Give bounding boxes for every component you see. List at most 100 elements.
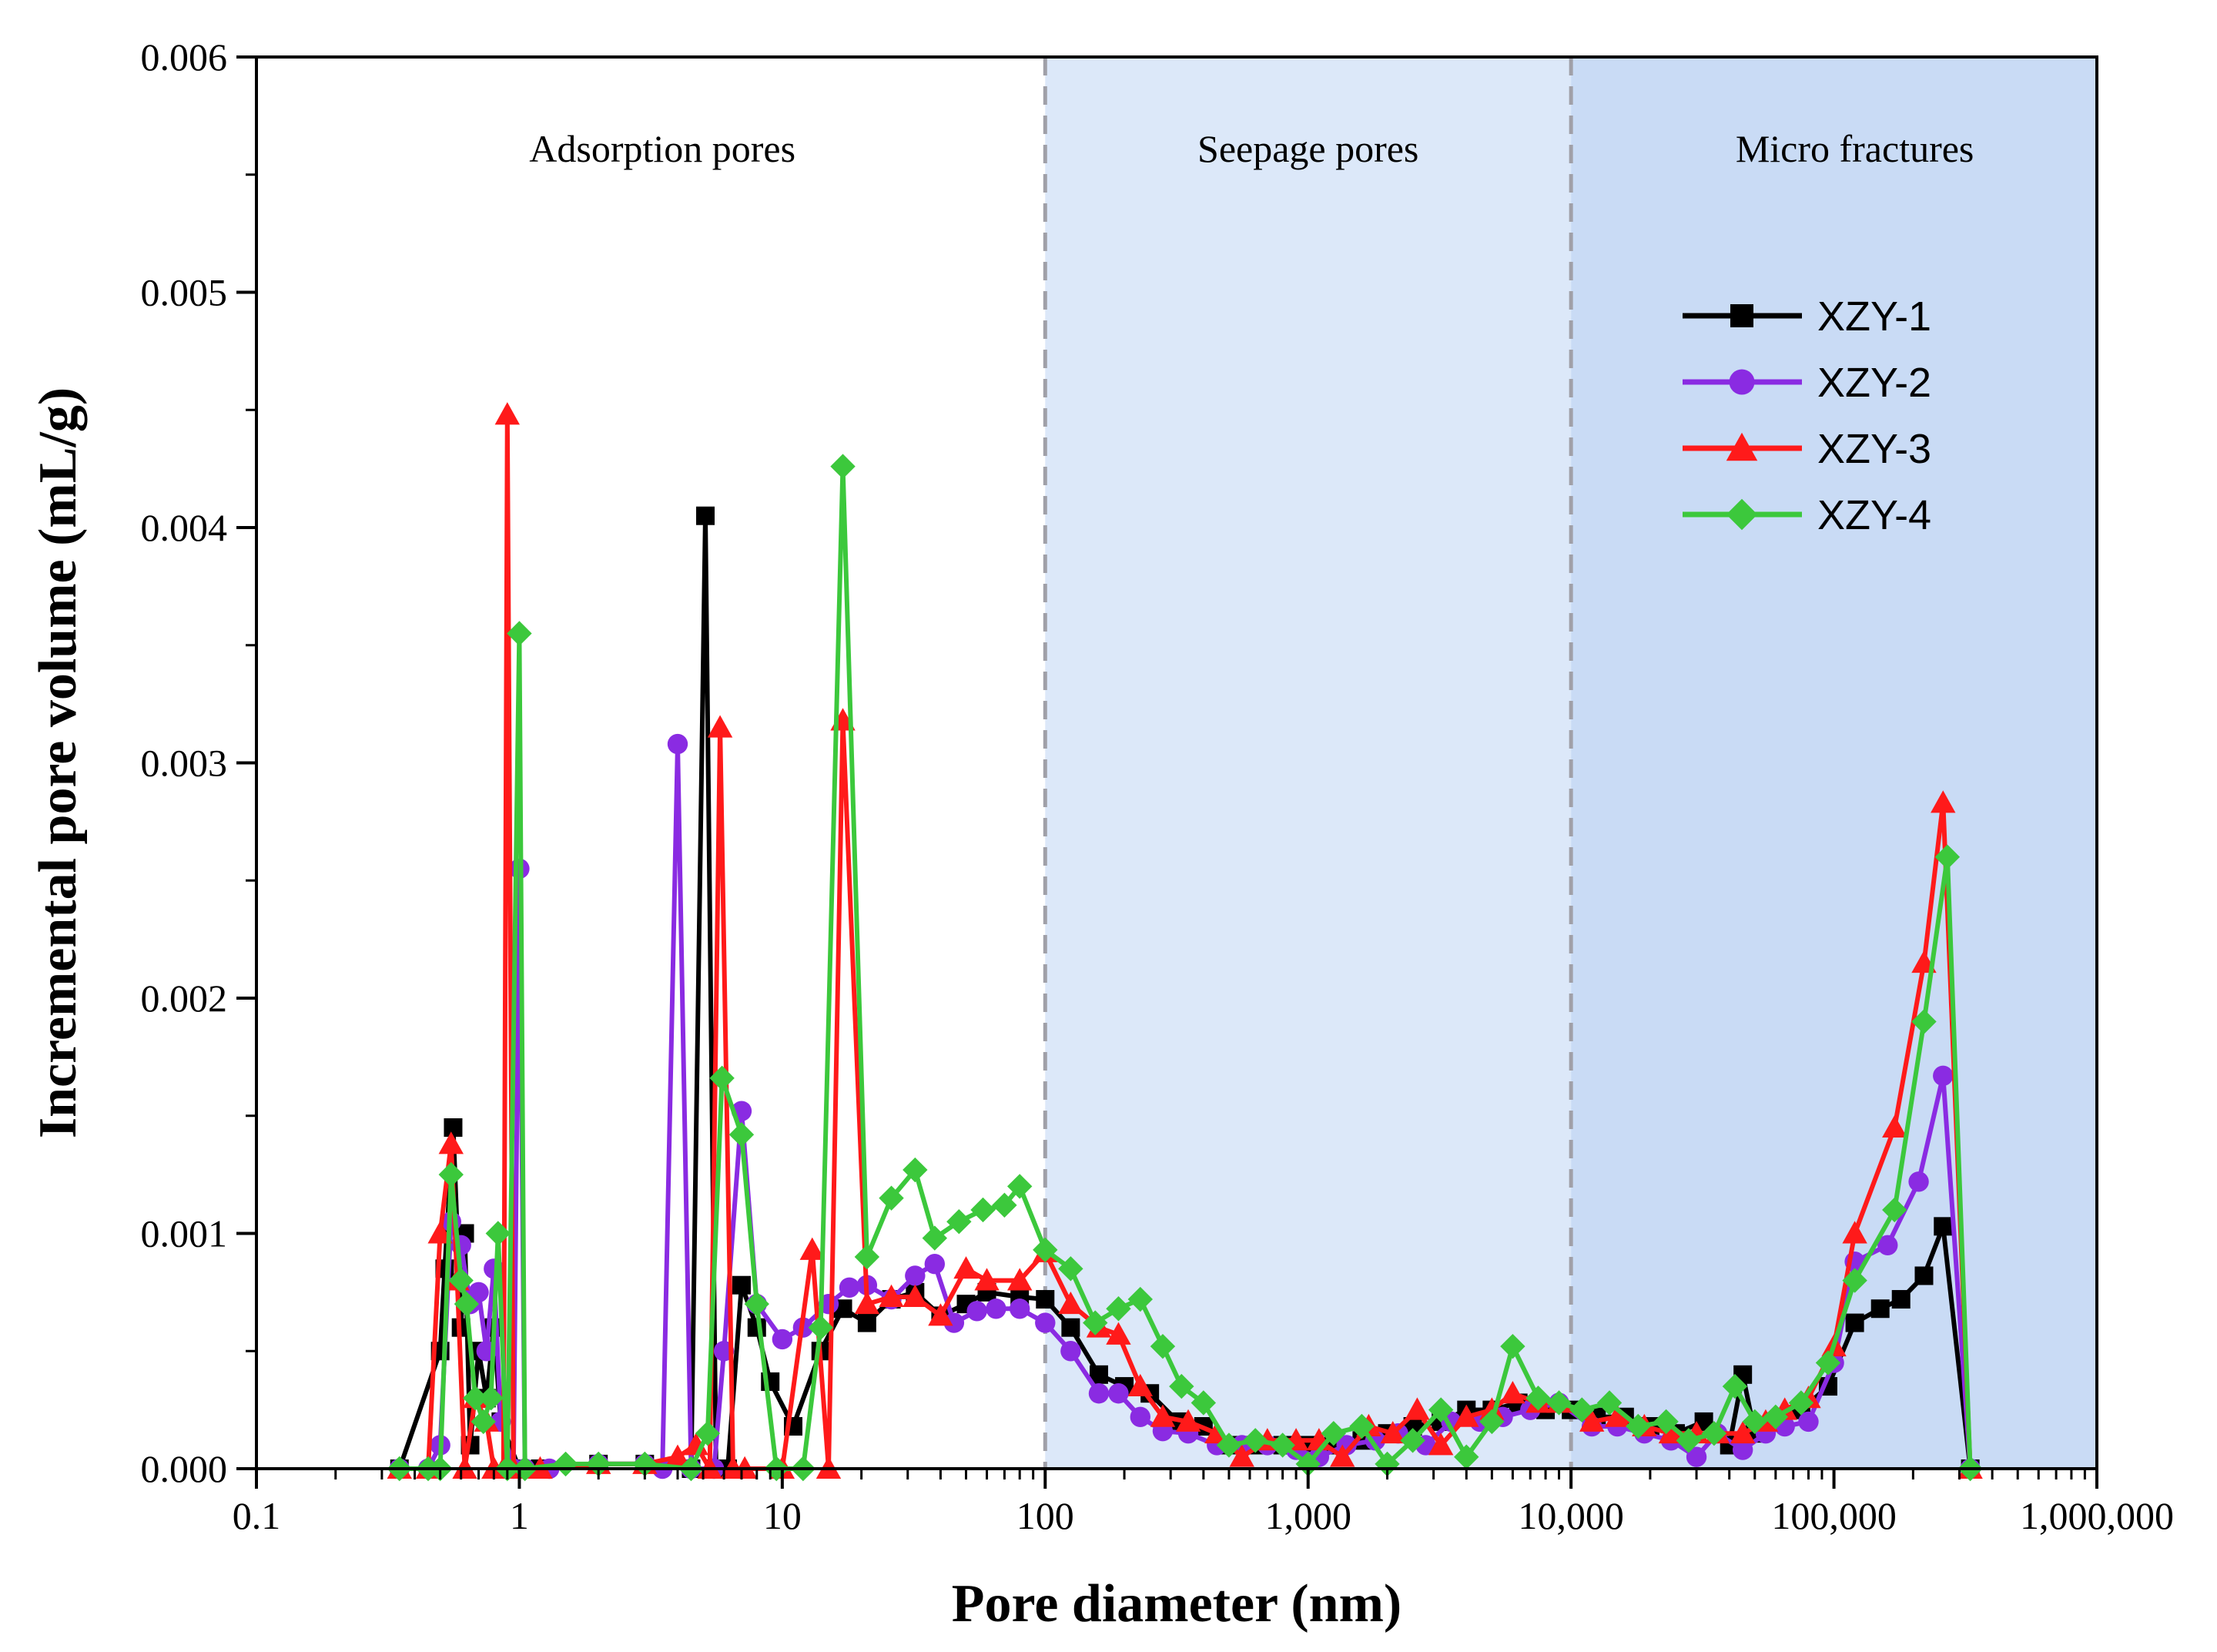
- data-point: [1349, 1413, 1375, 1439]
- data-point: [1626, 1413, 1651, 1439]
- data-point: [454, 1291, 480, 1317]
- data-point: [438, 1161, 464, 1188]
- data-point: [1150, 1333, 1176, 1359]
- data-point: [1882, 1197, 1907, 1223]
- x-axis-title: Pore diameter (nm): [952, 1574, 1402, 1634]
- data-point: [903, 1284, 928, 1307]
- data-point: [799, 1237, 825, 1260]
- data-point: [1730, 1420, 1756, 1444]
- data-point: [854, 1244, 880, 1270]
- data-point: [586, 1451, 611, 1477]
- data-point: [1035, 1312, 1056, 1333]
- region-label-adsorption-pores: Adsorption pores: [529, 127, 795, 170]
- data-point: [1150, 1404, 1176, 1427]
- data-point: [1216, 1433, 1242, 1458]
- data-point: [1321, 1420, 1347, 1446]
- data-point: [1130, 1406, 1150, 1427]
- data-point: [903, 1157, 928, 1183]
- y-tick-label: 0.003: [141, 742, 228, 785]
- y-tick-label: 0.005: [141, 271, 228, 314]
- data-point: [667, 733, 688, 755]
- data-point: [1106, 1296, 1131, 1322]
- data-point: [1845, 1313, 1864, 1332]
- data-point: [494, 402, 521, 425]
- data-point: [1229, 1444, 1254, 1467]
- data-point: [1908, 1171, 1929, 1192]
- data-point: [695, 1420, 721, 1446]
- x-tick-label: 1: [510, 1494, 529, 1537]
- data-point: [1934, 844, 1961, 870]
- data-point: [1058, 1256, 1083, 1282]
- data-point: [732, 1275, 751, 1295]
- data-point: [1006, 1268, 1033, 1291]
- legend-label: XZY-4: [1817, 492, 1931, 538]
- data-point: [1842, 1268, 1867, 1293]
- data-point: [1405, 1397, 1430, 1420]
- data-point: [468, 1282, 489, 1303]
- y-axis: 0.000 0.001 0.002 0.003 0.004 0.005 0.006: [141, 35, 256, 1490]
- data-point: [992, 1192, 1017, 1218]
- data-point: [1676, 1428, 1702, 1453]
- data-point: [974, 1268, 1000, 1291]
- data-point: [1877, 1235, 1898, 1255]
- data-point: [1175, 1409, 1201, 1432]
- data-point: [970, 1197, 996, 1223]
- data-point: [1882, 1114, 1907, 1138]
- region-label-micro-fractures: Micro fractures: [1736, 127, 1974, 170]
- region-adsorption-pores: [256, 57, 1046, 1469]
- data-point: [1911, 1009, 1937, 1034]
- data-point: [905, 1265, 926, 1286]
- data-point: [507, 621, 532, 646]
- legend-item-xzy-4: XZY-4: [1683, 492, 1931, 538]
- legend-marker: [1730, 304, 1753, 327]
- x-tick-label: 10,000: [1518, 1494, 1624, 1537]
- data-point: [1479, 1397, 1505, 1420]
- x-tick-label: 0.1: [233, 1494, 281, 1537]
- data-point: [707, 715, 733, 738]
- region-micro-fractures: [1571, 57, 2097, 1469]
- data-point: [478, 1386, 504, 1411]
- data-point: [1732, 1439, 1753, 1460]
- data-point: [1605, 1404, 1630, 1427]
- data-point: [1500, 1333, 1525, 1359]
- data-point: [839, 1277, 860, 1298]
- data-point: [1058, 1291, 1083, 1315]
- data-point: [830, 454, 856, 479]
- data-point: [1742, 1409, 1767, 1435]
- data-point: [1106, 1322, 1131, 1345]
- data-point: [1653, 1409, 1679, 1435]
- data-point: [1454, 1444, 1479, 1469]
- y-tick-label: 0.006: [141, 35, 228, 79]
- data-point: [744, 1291, 769, 1317]
- legend-marker: [1726, 498, 1758, 531]
- data-point: [1243, 1428, 1268, 1453]
- y-axis-title: Incremental pore volume (mL/g): [28, 387, 88, 1138]
- legend-item-xzy-2: XZY-2: [1683, 360, 1931, 406]
- data-point: [924, 1254, 946, 1275]
- data-point: [1658, 1420, 1684, 1444]
- data-point: [1033, 1237, 1058, 1263]
- data-point: [1088, 1383, 1110, 1404]
- x-tick-label: 100,000: [1771, 1494, 1897, 1537]
- x-tick-label: 100: [1016, 1494, 1074, 1537]
- data-point: [1060, 1341, 1081, 1362]
- data-point: [854, 1291, 880, 1315]
- data-point: [879, 1185, 904, 1211]
- data-point: [728, 1121, 755, 1148]
- data-point: [1579, 1409, 1605, 1432]
- data-point: [696, 506, 715, 525]
- data-point: [1127, 1373, 1153, 1397]
- data-point: [857, 1313, 876, 1332]
- data-point: [1842, 1221, 1867, 1244]
- data-point: [1931, 790, 1956, 813]
- data-point: [772, 1329, 793, 1350]
- data-point: [1596, 1390, 1623, 1416]
- legend-label: XZY-2: [1817, 360, 1931, 406]
- data-point: [665, 1444, 691, 1467]
- data-point: [1891, 1290, 1911, 1309]
- data-point: [1722, 1373, 1748, 1399]
- data-point: [438, 1131, 464, 1154]
- x-axis: 0.1 1 10 100 1,000 10,000 100,000 1,000,000: [233, 1469, 2174, 1537]
- legend-item-xzy-3: XZY-3: [1683, 426, 1931, 472]
